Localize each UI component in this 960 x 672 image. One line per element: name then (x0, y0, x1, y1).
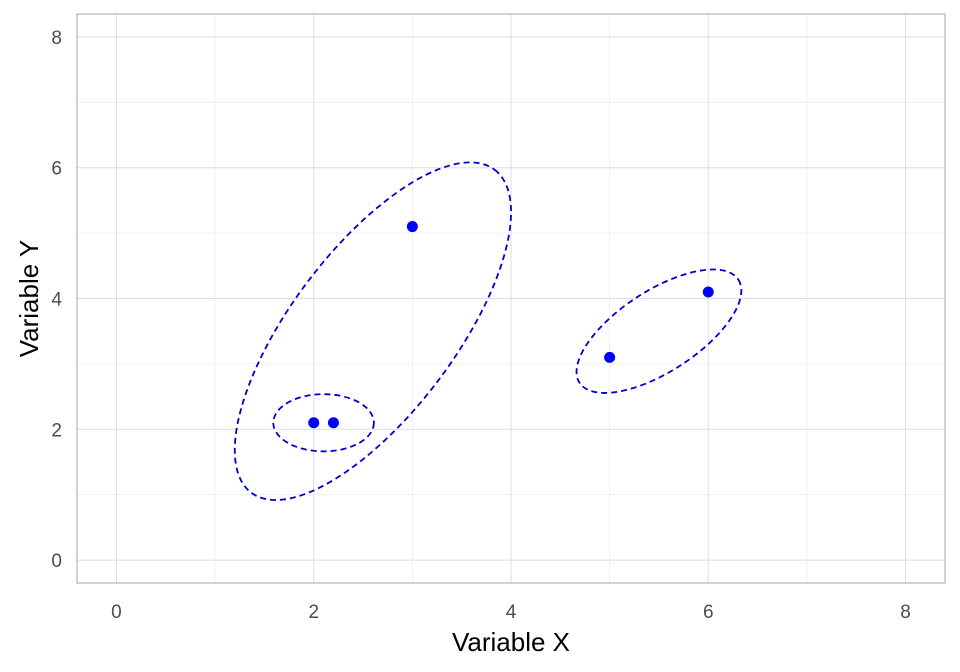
cluster-ellipse (233, 161, 512, 501)
data-point (406, 221, 418, 233)
y-tick-label: 0 (51, 551, 62, 572)
grid (77, 14, 945, 583)
y-axis-title: Variable Y (14, 240, 44, 358)
x-tick-label: 0 (111, 602, 122, 623)
cluster-ellipses (233, 161, 743, 501)
data-point (327, 417, 339, 429)
tick-labels: 0 2 4 6 8 0 2 4 6 8 (51, 28, 910, 623)
cluster-ellipse (272, 393, 375, 453)
data-point (604, 351, 616, 363)
data-point (308, 417, 320, 429)
x-tick-label: 2 (308, 602, 319, 623)
x-tick-label: 6 (703, 602, 714, 623)
y-tick-label: 2 (51, 420, 62, 441)
y-tick-label: 4 (51, 290, 62, 311)
y-tick-label: 8 (51, 28, 62, 49)
x-tick-label: 4 (506, 602, 517, 623)
x-tick-label: 8 (900, 602, 911, 623)
y-tick-label: 6 (51, 159, 62, 180)
x-axis-title: Variable X (452, 627, 570, 657)
cluster-ellipse (575, 268, 743, 394)
data-points (308, 221, 714, 429)
panel-border (76, 13, 946, 584)
data-point (702, 286, 714, 298)
